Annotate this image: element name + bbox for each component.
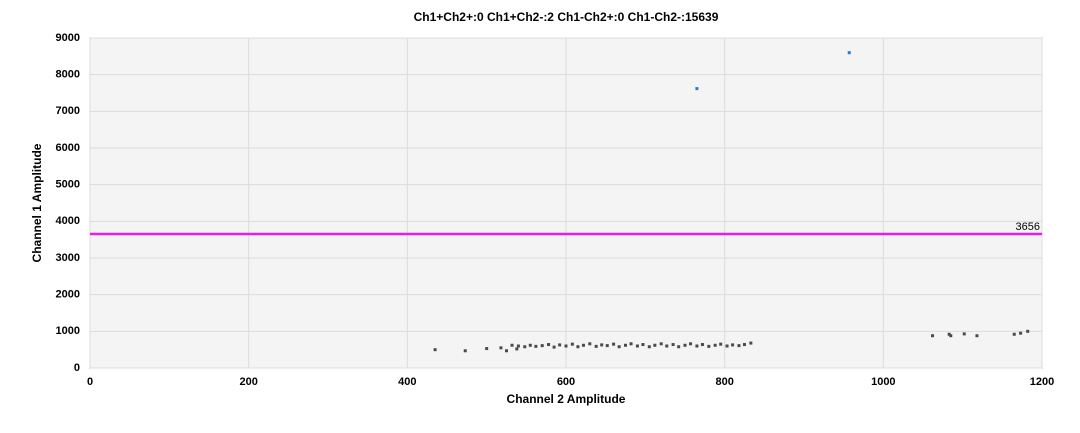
point [707, 344, 711, 348]
point [588, 342, 592, 346]
point [659, 342, 663, 346]
point [505, 349, 508, 353]
point [564, 344, 568, 348]
point [558, 343, 562, 347]
threshold-label: 3656 [1016, 221, 1040, 233]
x-tick-label: 200 [239, 376, 257, 388]
point [463, 349, 467, 353]
point [1012, 332, 1016, 336]
point [433, 348, 437, 352]
y-tick-label: 3000 [56, 252, 80, 264]
point [581, 343, 585, 347]
x-tick-label: 800 [715, 376, 733, 388]
point [700, 343, 704, 347]
point [570, 342, 574, 346]
point [647, 345, 651, 349]
point [552, 345, 556, 349]
point [725, 344, 729, 348]
y-tick-label: 6000 [56, 142, 80, 154]
x-tick-label: 1200 [1030, 376, 1054, 388]
point [605, 344, 609, 348]
point [528, 343, 532, 347]
y-tick-label: 9000 [56, 32, 80, 44]
point [695, 344, 699, 348]
point [665, 344, 669, 348]
y-tick-label: 4000 [56, 215, 80, 227]
point [515, 347, 519, 351]
y-tick-label: 7000 [56, 105, 80, 117]
x-tick-label: 400 [398, 376, 416, 388]
point [962, 332, 966, 336]
y-tick-label: 8000 [56, 69, 80, 81]
x-axis-label: Channel 2 Amplitude [507, 392, 626, 406]
x-tick-label: 600 [557, 376, 575, 388]
point [576, 345, 580, 349]
x-tick-label: 1000 [871, 376, 895, 388]
point [516, 344, 520, 348]
point [947, 332, 951, 336]
point [617, 345, 621, 349]
y-tick-label: 0 [74, 362, 80, 374]
point [510, 343, 514, 347]
x-tick-label: 0 [87, 376, 93, 388]
point [653, 343, 657, 347]
point [931, 334, 935, 338]
point [499, 346, 503, 350]
point [719, 342, 723, 346]
point [737, 344, 741, 348]
point [713, 343, 717, 347]
point [624, 343, 627, 347]
point [540, 344, 544, 348]
point [677, 345, 681, 349]
point [683, 343, 687, 347]
point [523, 345, 527, 349]
point [1026, 329, 1030, 333]
point [847, 51, 851, 55]
point [689, 342, 693, 346]
point [612, 342, 616, 346]
point [949, 334, 953, 338]
point [743, 343, 746, 347]
point [547, 343, 551, 347]
point [695, 87, 699, 91]
y-axis-label: Channel 1 Amplitude [30, 143, 44, 262]
point [975, 334, 979, 338]
point [641, 343, 645, 347]
point [731, 343, 735, 347]
chart-title: Ch1+Ch2+:0 Ch1+Ch2-:2 Ch1-Ch2+:0 Ch1-Ch2… [414, 10, 719, 24]
point [594, 344, 598, 348]
point [749, 341, 753, 345]
y-tick-label: 5000 [56, 179, 80, 191]
point [671, 343, 675, 347]
point [534, 344, 538, 348]
point [485, 347, 489, 351]
point [629, 342, 633, 346]
y-tick-label: 2000 [56, 289, 80, 301]
point [1019, 331, 1023, 335]
point [635, 344, 639, 348]
point [600, 343, 604, 347]
y-tick-label: 1000 [56, 325, 80, 337]
